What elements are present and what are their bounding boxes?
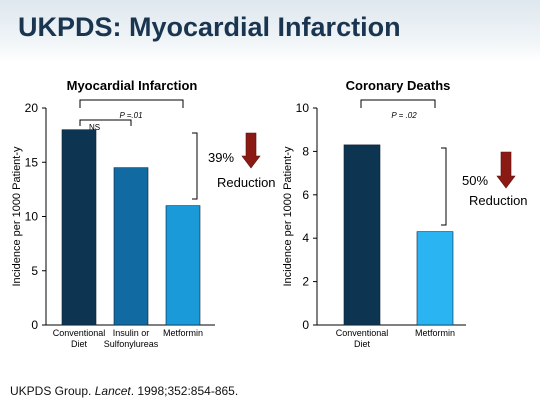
chart2-bar [416, 231, 454, 326]
chart2-reduction-label: Reduction [469, 193, 528, 208]
chart2-bar [343, 144, 381, 326]
chart1-bar [61, 129, 97, 326]
chart2-p-value-label: P = .02 [391, 111, 417, 120]
chart1-p-value-label: P =.01 [119, 111, 142, 120]
chart2-y-tick-label: 4 [302, 231, 309, 245]
chart1-ns-label: NS [89, 123, 100, 132]
chart1-reduction-label: Reduction [217, 175, 276, 190]
chart2-p-bracket [360, 99, 436, 108]
chart1-ns-bracket [79, 119, 132, 126]
chart2-category-label: Metformin [415, 328, 455, 338]
chart1-category-label: Conventional [53, 328, 106, 338]
chart1-category-label: Diet [71, 339, 88, 349]
chart2-category-label: Conventional [336, 328, 389, 338]
chart2-y-tick-label: 8 [302, 144, 309, 158]
chart1-y-tick-label: 20 [25, 101, 39, 115]
chart1-down-arrow-icon [241, 132, 261, 169]
slide-title: UKPDS: Myocardial Infarction [18, 12, 401, 42]
chart2-y-tick-label: 0 [302, 318, 309, 332]
chart2-title: Coronary Deaths [346, 78, 451, 93]
chart1-y-tick-label: 15 [25, 155, 39, 169]
chart1-category-label: Metformin [163, 328, 203, 338]
chart2-reduction-percent: 50% [462, 173, 488, 188]
title-bar [0, 0, 540, 62]
chart2-down-arrow-icon [496, 151, 516, 189]
chart1-y-tick-label: 5 [31, 264, 38, 278]
chart1-y-axis-label: Incidence per 1000 Patient-y [11, 146, 23, 287]
citation-authors: UKPDS Group. [10, 384, 92, 398]
chart1-title: Myocardial Infarction [67, 78, 198, 93]
chart1-p-bracket [79, 99, 184, 108]
citation-details: . 1998;352:854-865. [130, 384, 239, 398]
chart1-reduction-percent: 39% [208, 150, 234, 165]
chart2-category-label: Diet [354, 339, 371, 349]
citation: UKPDS Group. Lancet. 1998;352:854-865. [10, 384, 238, 398]
chart2-y-tick-label: 6 [302, 188, 309, 202]
chart1-bar [113, 167, 149, 326]
chart1-category-label: Insulin or [113, 328, 150, 338]
citation-journal: Lancet [94, 384, 131, 398]
chart1-category-label: Sulfonylureas [104, 339, 159, 349]
chart2-y-tick-label: 2 [302, 275, 309, 289]
chart2-y-axis-label: Incidence per 1000 Patient-y [282, 146, 294, 287]
chart1-bar [165, 205, 201, 326]
chart2-y-tick-label: 10 [296, 101, 310, 115]
chart2-reduction-bracket [441, 147, 447, 226]
chart1-y-tick-label: 0 [31, 318, 38, 332]
chart1-y-tick-label: 10 [25, 210, 39, 224]
chart1-reduction-bracket [192, 132, 198, 200]
